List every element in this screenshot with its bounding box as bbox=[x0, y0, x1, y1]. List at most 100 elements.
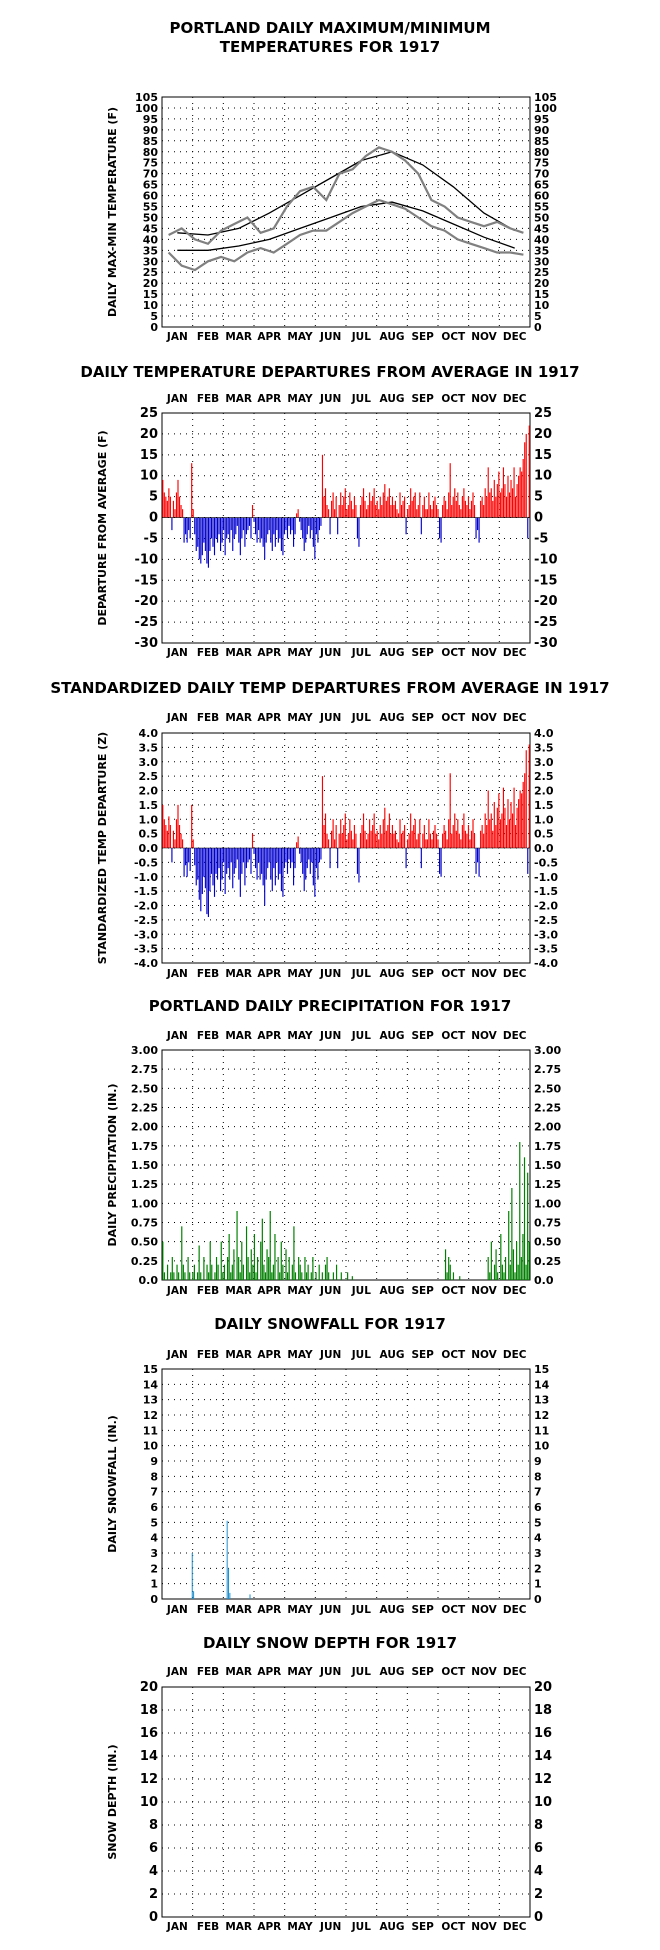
bar-mark bbox=[182, 839, 184, 849]
bar-mark bbox=[238, 1257, 240, 1280]
month-label-top: DEC bbox=[503, 1030, 527, 1042]
bar-mark bbox=[332, 492, 334, 518]
month-label-bottom: OCT bbox=[441, 331, 466, 343]
bar-mark bbox=[300, 517, 302, 531]
bar-mark bbox=[286, 848, 289, 874]
bar-mark bbox=[382, 819, 384, 848]
bar-mark bbox=[399, 819, 401, 848]
bar-mark bbox=[388, 488, 390, 518]
y-tick-label-left: -1.0 bbox=[134, 871, 158, 884]
bar-mark bbox=[302, 848, 304, 874]
bar-mark bbox=[426, 839, 428, 849]
bar-mark bbox=[305, 1272, 308, 1280]
bar-mark bbox=[177, 804, 179, 849]
bar-mark bbox=[484, 813, 486, 848]
bar-mark bbox=[273, 517, 275, 535]
y-axis-label: DAILY PRECIPITATION (IN.) bbox=[106, 1083, 119, 1246]
bar-mark bbox=[172, 500, 175, 518]
bar-mark bbox=[226, 517, 228, 539]
y-tick-label-left: 1.0 bbox=[139, 813, 159, 826]
y-tick-label-right: 60 bbox=[534, 190, 550, 203]
series-line-daily_high bbox=[168, 146, 524, 246]
month-label-bottom: JAN bbox=[166, 647, 188, 659]
month-label-top: MAY bbox=[287, 712, 313, 724]
bar-mark bbox=[486, 825, 488, 848]
y-tick-label-left: 20 bbox=[140, 1680, 158, 1695]
bar-mark bbox=[321, 776, 324, 849]
bar-mark bbox=[478, 517, 480, 543]
bar-mark bbox=[334, 509, 336, 518]
y-tick-label-right: 80 bbox=[534, 146, 550, 159]
bar-mark bbox=[274, 848, 276, 886]
bar-mark bbox=[233, 848, 235, 874]
y-tick-label-right: 0.75 bbox=[534, 1217, 561, 1230]
y-tick-label-left: 2.00 bbox=[131, 1121, 158, 1134]
bar-mark bbox=[449, 1264, 451, 1280]
bar-mark bbox=[481, 825, 483, 848]
bar-mark bbox=[215, 517, 217, 539]
bar-mark bbox=[218, 848, 220, 869]
y-tick-label-left: 105 bbox=[135, 91, 158, 104]
bar-mark bbox=[411, 500, 413, 518]
bar-mark bbox=[338, 505, 340, 518]
bar-mark bbox=[355, 505, 357, 518]
bar-mark bbox=[218, 517, 220, 535]
bar-mark bbox=[372, 496, 374, 518]
bar-mark bbox=[414, 819, 416, 848]
bar-mark bbox=[291, 1264, 293, 1280]
month-label-bottom: DEC bbox=[503, 647, 527, 659]
bar-mark bbox=[340, 819, 342, 848]
bar-mark bbox=[294, 517, 296, 535]
bar-mark bbox=[352, 839, 354, 849]
month-label-bottom: JUN bbox=[319, 1604, 341, 1616]
bar-mark bbox=[449, 773, 451, 848]
bar-mark bbox=[187, 1257, 189, 1280]
y-tick-label-right: 55 bbox=[534, 201, 549, 214]
bar-mark bbox=[492, 500, 494, 518]
bar-mark bbox=[440, 517, 442, 543]
month-label-bottom: OCT bbox=[441, 647, 466, 659]
y-tick-label-right: 10 bbox=[534, 469, 552, 484]
bar-mark bbox=[361, 496, 363, 518]
bar-mark bbox=[183, 848, 185, 877]
y-tick-label-right: 2.5 bbox=[534, 770, 554, 783]
bar-mark bbox=[329, 848, 331, 869]
bar-mark bbox=[458, 505, 460, 518]
bar-mark bbox=[515, 496, 517, 518]
bar-mark bbox=[385, 830, 387, 848]
bar-mark bbox=[347, 833, 349, 849]
month-label-top: MAY bbox=[287, 1666, 313, 1678]
bar-mark bbox=[454, 813, 456, 848]
y-tick-label-right: 0.0 bbox=[534, 1274, 554, 1287]
bar-mark bbox=[507, 799, 509, 849]
bar-mark bbox=[294, 1272, 297, 1280]
bar-mark bbox=[397, 513, 400, 518]
bar-mark bbox=[332, 819, 334, 848]
bar-mark bbox=[288, 517, 290, 526]
bar-mark bbox=[261, 848, 263, 874]
bar-mark bbox=[480, 830, 482, 848]
y-tick-label-left: -15 bbox=[135, 573, 159, 588]
chart-panel-1: PORTLAND DAILY MAXIMUM/MINIMUMTEMPERATUR… bbox=[106, 19, 557, 343]
bar-mark bbox=[280, 1241, 282, 1280]
bar-mark bbox=[162, 1241, 164, 1280]
bar-mark bbox=[182, 509, 184, 518]
bar-mark bbox=[384, 484, 386, 518]
chart-title: DAILY SNOWFALL FOR 1917 bbox=[214, 1315, 446, 1333]
bar-mark bbox=[402, 500, 404, 518]
bar-mark bbox=[516, 1241, 518, 1280]
bar-mark bbox=[165, 825, 167, 848]
bar-mark bbox=[335, 1264, 338, 1280]
bar-mark bbox=[174, 839, 176, 849]
bar-mark bbox=[255, 1272, 257, 1280]
y-tick-label-right: 90 bbox=[534, 124, 550, 137]
month-label-top: FEB bbox=[197, 1349, 219, 1361]
y-tick-label-right: 5 bbox=[534, 1516, 542, 1529]
bar-mark bbox=[249, 1594, 251, 1599]
y-tick-label-left: 0.75 bbox=[131, 1217, 158, 1230]
y-tick-label-right: 25 bbox=[534, 406, 552, 421]
y-tick-label-left: 5 bbox=[150, 1516, 158, 1529]
bar-mark bbox=[216, 848, 219, 880]
bar-mark bbox=[277, 848, 279, 880]
y-tick-label-left: -1.5 bbox=[134, 885, 158, 898]
